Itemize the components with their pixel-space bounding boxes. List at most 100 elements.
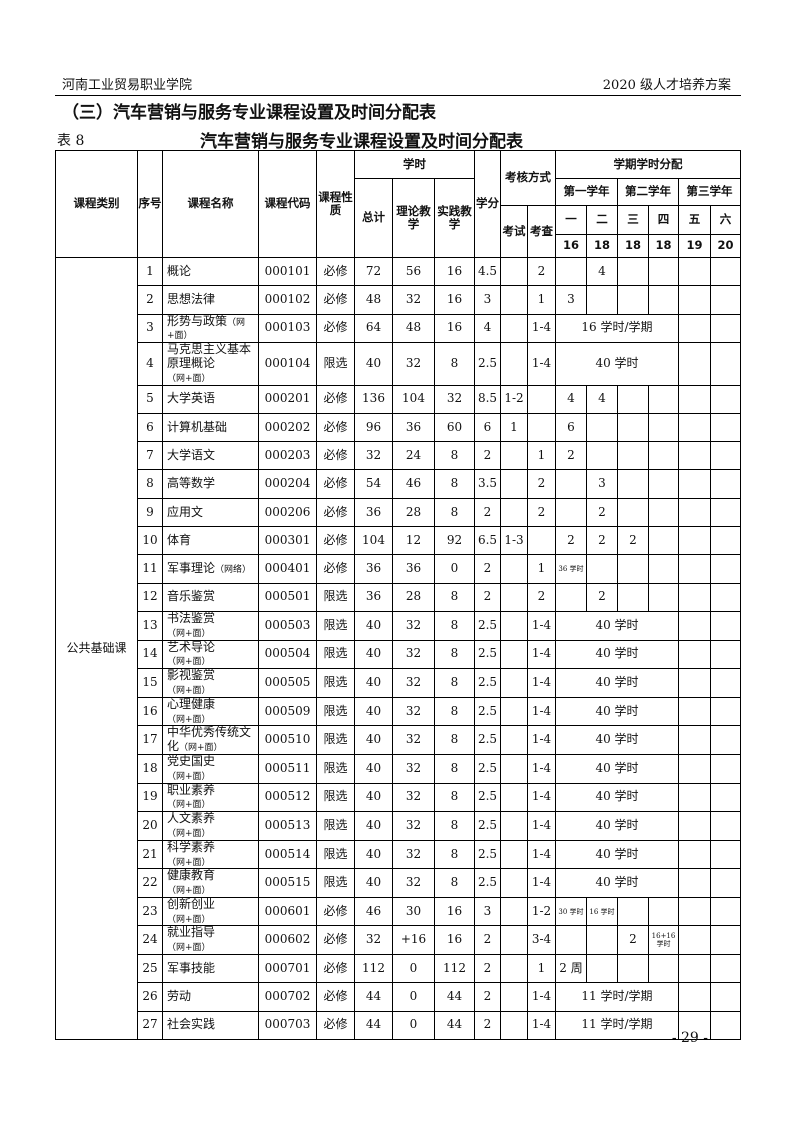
semester-cell [678, 868, 711, 898]
exam-cell [500, 469, 528, 499]
semester-weeks-3: 18 [617, 234, 649, 258]
seq-cell: 10 [137, 526, 163, 556]
nature-cell: 限选 [316, 868, 355, 898]
course-note: （网+面） [167, 685, 211, 696]
nature-cell: 必修 [316, 497, 355, 528]
credit-cell: 6.5 [474, 526, 501, 556]
semester-cell [709, 782, 742, 813]
semester-cell [678, 256, 711, 287]
course-name: 就业指导 [167, 925, 216, 940]
course-name-cell: 应用文 [162, 497, 259, 528]
semester-span-cell: 16 学时/学期 [555, 313, 679, 344]
semester-span-cell: 40 学时 [555, 342, 679, 386]
course-note: （网+面） [167, 317, 246, 342]
table-row: 4 马克思主义基本原理概论 （网+面） 000104 限选 40 32 8 2.5 1-4 40 学… [56, 342, 742, 386]
semester-cell [709, 725, 742, 755]
semester-weeks-2: 18 [586, 234, 618, 258]
credit-cell: 3 [474, 285, 501, 315]
course-name-cell: 艺术导论 （网+面） [162, 639, 259, 670]
theory-cell: 32 [392, 811, 435, 841]
semester-span-cell: 11 学时/学期 [555, 1010, 679, 1040]
code-cell: 000204 [258, 469, 317, 499]
exam-cell [500, 925, 528, 956]
check-cell: 1-4 [527, 696, 556, 727]
semester-cell: 16 学时 [586, 896, 618, 927]
table-row: 公共基础课 1 概论 000101 必修 72 56 16 4.5 2 4 [55, 256, 742, 1040]
code-cell: 000703 [258, 1010, 317, 1040]
semester-cell: 3 [555, 285, 587, 315]
semester-cell [709, 285, 742, 315]
check-cell: 1-4 [527, 610, 556, 641]
header-divider [55, 95, 741, 96]
exam-cell [500, 497, 528, 528]
practice-cell: 8 [434, 469, 475, 499]
table-row: 8 高等数学 000204 必修 54 46 8 3.5 2 3 [56, 469, 742, 499]
col-check: 考查 [527, 205, 556, 258]
semester-cell [648, 554, 679, 584]
exam-cell: 1-3 [500, 526, 528, 556]
code-cell: 000512 [258, 782, 317, 813]
course-name: 党史国史 [167, 754, 216, 768]
semester-cell [586, 925, 618, 956]
semester-cell [709, 1010, 742, 1040]
semester-cell [709, 925, 742, 956]
seq-cell: 19 [137, 782, 163, 813]
check-cell: 1-4 [527, 668, 556, 698]
theory-cell: 28 [392, 497, 435, 528]
nature-cell: 必修 [316, 384, 355, 414]
nature-cell: 限选 [316, 696, 355, 727]
check-cell [527, 526, 556, 556]
semester-cell [648, 526, 679, 556]
practice-cell: 8 [434, 610, 475, 641]
exam-cell [500, 610, 528, 641]
semester-cell [678, 839, 711, 870]
table-row: 24 就业指导（网+面） 000602 必修 32 +16 16 2 3-4 2 16+16 学时 [56, 925, 742, 956]
col-assessment: 考核方式 [500, 150, 556, 206]
theory-cell: 46 [392, 469, 435, 499]
col-nature: 课程性质 [316, 150, 355, 258]
semester-span-cell: 40 学时 [555, 639, 679, 670]
table-row: 2 思想法律 000102 必修 48 32 16 3 1 3 [56, 285, 742, 315]
seq-cell: 26 [137, 982, 163, 1012]
course-name-cell: 大学英语 [162, 384, 259, 414]
practice-cell: 8 [434, 696, 475, 727]
theory-cell: 36 [392, 412, 435, 443]
semester-cell [709, 384, 742, 414]
theory-cell: 56 [392, 256, 435, 287]
semester-cell [709, 342, 742, 386]
practice-cell: 16 [434, 896, 475, 927]
nature-cell: 限选 [316, 610, 355, 641]
col-hours: 学时 [354, 150, 475, 179]
semester-cell [678, 925, 711, 956]
nature-cell: 必修 [316, 441, 355, 471]
credit-cell: 2 [474, 1010, 501, 1040]
course-name-cell: 概论 [162, 256, 259, 287]
course-note: （网+面） [167, 914, 211, 925]
theory-cell: 104 [392, 384, 435, 414]
nature-cell: 必修 [316, 896, 355, 927]
semester-cell [555, 497, 587, 528]
practice-cell: 112 [434, 954, 475, 984]
table-row: 14 艺术导论 （网+面） 000504 限选 40 32 8 2.5 1-4 40 学时 [56, 639, 742, 670]
credit-cell: 2.5 [474, 668, 501, 698]
semester-cell [678, 753, 711, 784]
check-cell: 1-4 [527, 982, 556, 1012]
course-note: （网+面） [167, 800, 211, 811]
semester-cell [555, 582, 587, 612]
code-cell: 000702 [258, 982, 317, 1012]
practice-cell: 44 [434, 982, 475, 1012]
course-name: 音乐鉴赏 [167, 589, 216, 604]
nature-cell: 必修 [316, 954, 355, 984]
course-name: 中华优秀传统文化 [167, 725, 252, 754]
course-name: 军事理论 [167, 561, 216, 576]
course-name-cell: 形势与政策（网+面） [162, 313, 259, 344]
semester-cell: 16+16 学时 [648, 925, 679, 956]
semester-cell [648, 497, 679, 528]
semester-weeks-4: 18 [648, 234, 679, 258]
code-cell: 000515 [258, 868, 317, 898]
nature-cell: 限选 [316, 668, 355, 698]
practice-cell: 16 [434, 285, 475, 315]
practice-cell: 60 [434, 412, 475, 443]
semester-cell [648, 582, 679, 612]
